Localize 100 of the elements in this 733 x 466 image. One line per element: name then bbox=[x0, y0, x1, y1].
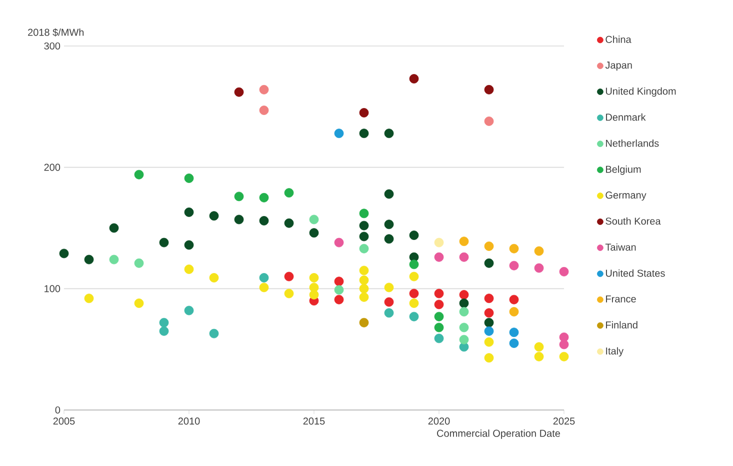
point bbox=[159, 238, 169, 248]
legend-label: Japan bbox=[605, 62, 632, 71]
point bbox=[384, 234, 394, 244]
legend-label: Finland bbox=[606, 321, 638, 328]
point bbox=[259, 273, 269, 282]
point bbox=[334, 285, 344, 295]
y-tick-label: 300 bbox=[44, 42, 60, 50]
point bbox=[509, 244, 519, 254]
point bbox=[434, 334, 444, 344]
point bbox=[484, 258, 494, 268]
x-tick-label: 2005 bbox=[53, 418, 75, 425]
point bbox=[409, 312, 419, 322]
point bbox=[434, 252, 444, 262]
point bbox=[534, 263, 544, 273]
point bbox=[459, 322, 469, 332]
point bbox=[434, 288, 444, 298]
point bbox=[209, 211, 219, 221]
x-axis-title: Commercial Operation Date bbox=[437, 430, 560, 439]
legend-label: Italy bbox=[606, 347, 624, 357]
point bbox=[109, 223, 119, 233]
point bbox=[559, 266, 569, 276]
point bbox=[259, 216, 269, 226]
legend-label: United Kingdom bbox=[606, 87, 676, 97]
legend-label: Belgium bbox=[606, 166, 641, 175]
point bbox=[459, 290, 469, 300]
x-tick-label: 2010 bbox=[178, 418, 200, 425]
point bbox=[184, 306, 194, 316]
point bbox=[309, 228, 319, 238]
legend-label: Netherlands bbox=[606, 139, 659, 147]
point bbox=[84, 294, 94, 304]
point bbox=[309, 290, 319, 300]
point bbox=[184, 264, 194, 274]
point bbox=[484, 318, 494, 328]
point bbox=[184, 174, 194, 183]
point bbox=[359, 292, 369, 302]
point bbox=[384, 189, 394, 199]
x-tick-label: 2020 bbox=[428, 418, 450, 425]
point bbox=[234, 214, 244, 224]
point bbox=[259, 106, 269, 116]
point bbox=[459, 334, 469, 344]
y-axis-title: 2018 $/MWh bbox=[28, 28, 84, 36]
point bbox=[459, 298, 469, 308]
point bbox=[384, 220, 394, 230]
point bbox=[334, 276, 344, 286]
point bbox=[334, 294, 344, 304]
legend-label: South Korea bbox=[606, 217, 661, 225]
point bbox=[359, 208, 369, 218]
point bbox=[159, 326, 169, 336]
point bbox=[534, 246, 544, 256]
point bbox=[559, 340, 569, 350]
point bbox=[284, 218, 294, 228]
x-tick-label: 2025 bbox=[553, 418, 575, 425]
point bbox=[509, 338, 519, 348]
point bbox=[259, 84, 269, 94]
point bbox=[359, 232, 369, 242]
point bbox=[484, 294, 494, 304]
point bbox=[459, 307, 469, 316]
point bbox=[259, 282, 269, 292]
point bbox=[409, 230, 419, 240]
point bbox=[484, 84, 494, 94]
y-tick-label: 200 bbox=[44, 164, 60, 171]
point bbox=[284, 188, 294, 198]
point bbox=[359, 275, 369, 285]
x-tick-label: 2015 bbox=[303, 418, 325, 425]
point bbox=[309, 273, 319, 282]
point bbox=[484, 116, 494, 126]
point bbox=[184, 208, 194, 217]
point bbox=[334, 128, 344, 138]
point bbox=[109, 254, 119, 264]
legend-label: China bbox=[606, 36, 632, 43]
y-tick-label: 0 bbox=[55, 406, 60, 414]
legend-label: Denmark bbox=[606, 113, 646, 121]
legend-label: United States bbox=[606, 269, 665, 277]
point bbox=[359, 244, 369, 254]
point bbox=[409, 272, 419, 282]
point bbox=[459, 236, 469, 246]
point bbox=[359, 108, 369, 118]
legend-label: Germany bbox=[606, 192, 646, 201]
point bbox=[484, 326, 494, 336]
point bbox=[359, 128, 369, 138]
point bbox=[484, 353, 494, 363]
point bbox=[84, 254, 94, 264]
point bbox=[384, 282, 394, 292]
point bbox=[484, 337, 494, 347]
point bbox=[559, 352, 569, 362]
point bbox=[409, 298, 419, 308]
point bbox=[434, 238, 444, 248]
point bbox=[409, 288, 419, 298]
point bbox=[509, 307, 519, 316]
point bbox=[209, 273, 219, 282]
point bbox=[159, 318, 169, 328]
point bbox=[284, 272, 294, 282]
point bbox=[409, 260, 419, 270]
point bbox=[359, 266, 369, 276]
point bbox=[509, 294, 519, 304]
point bbox=[234, 192, 244, 202]
point bbox=[509, 328, 519, 338]
point bbox=[509, 260, 519, 270]
legend-label: Taiwan bbox=[605, 243, 636, 251]
point bbox=[259, 192, 269, 202]
